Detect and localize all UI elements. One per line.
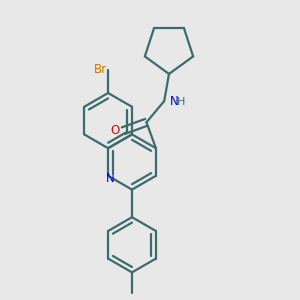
Text: H: H bbox=[177, 97, 185, 107]
Text: O: O bbox=[111, 124, 120, 137]
Text: Br: Br bbox=[94, 63, 106, 76]
Text: N: N bbox=[106, 172, 115, 185]
Text: N: N bbox=[169, 94, 178, 108]
